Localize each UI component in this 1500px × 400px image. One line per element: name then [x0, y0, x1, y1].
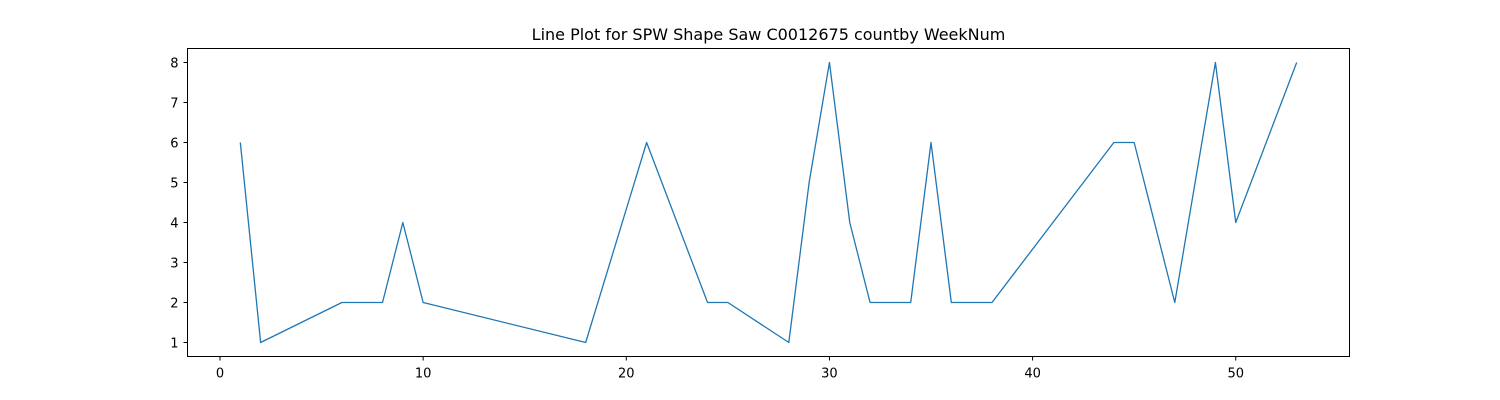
y-tick-label: 7	[170, 97, 178, 112]
x-tick-label: 20	[618, 367, 635, 382]
x-tick-label: 0	[216, 367, 224, 382]
y-tick-label: 1	[170, 337, 178, 352]
x-tick-label: 10	[415, 367, 432, 382]
y-tick-label: 4	[170, 217, 178, 232]
plot-area	[239, 61, 1298, 344]
y-axis: 1 2 3 4 5 6 7 8	[170, 57, 188, 352]
y-tick-label: 6	[170, 137, 178, 152]
y-tick-label: 8	[170, 57, 178, 72]
x-tick-label: 40	[1024, 367, 1041, 382]
y-tick-label: 2	[170, 297, 178, 312]
x-axis: 0 10 20 30 40 50	[216, 356, 1244, 382]
chart-title: Line Plot for SPW Shape Saw C0012675 cou…	[532, 25, 1006, 44]
y-tick-label: 5	[170, 177, 178, 192]
y-tick-label: 3	[170, 257, 178, 272]
series-line-0	[239, 61, 1298, 344]
plot-frame	[187, 48, 1350, 357]
x-tick-label: 30	[821, 367, 838, 382]
x-tick-label: 50	[1227, 367, 1244, 382]
